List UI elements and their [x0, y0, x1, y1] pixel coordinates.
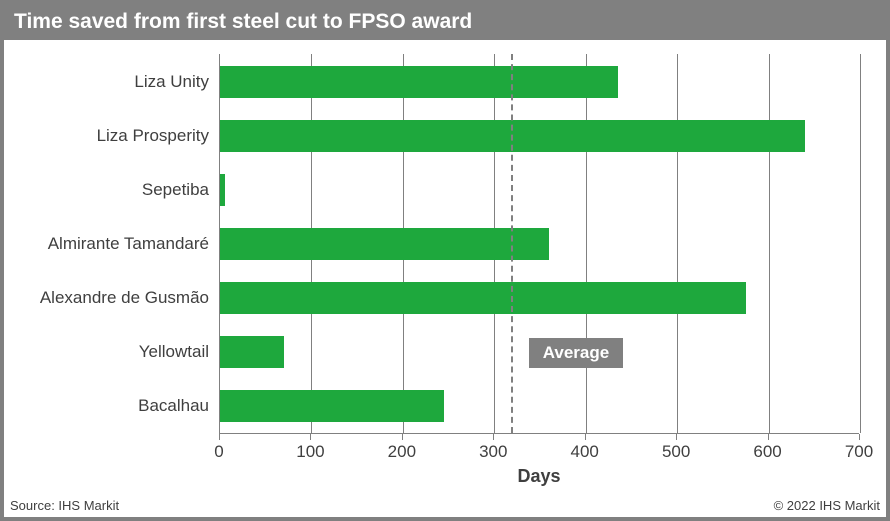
average-line [511, 54, 513, 433]
bar [220, 66, 618, 98]
x-tick-label: 400 [571, 442, 599, 462]
title-bar: Time saved from first steel cut to FPSO … [4, 4, 886, 40]
category-label: Yellowtail [4, 342, 209, 362]
bar [220, 390, 444, 422]
gridline [677, 54, 678, 433]
bar [220, 336, 284, 368]
x-tick-label: 600 [753, 442, 781, 462]
category-label: Almirante Tamandaré [4, 234, 209, 254]
footer-source: Source: IHS Markit [10, 498, 119, 513]
gridline [769, 54, 770, 433]
x-tick-label: 300 [479, 442, 507, 462]
x-tick-label: 200 [388, 442, 416, 462]
plot-area: Average [219, 54, 859, 434]
x-axis-title: Days [517, 466, 560, 487]
category-label: Sepetiba [4, 180, 209, 200]
x-tick [493, 434, 494, 440]
x-tick-label: 100 [296, 442, 324, 462]
x-tick-label: 500 [662, 442, 690, 462]
x-tick [585, 434, 586, 440]
x-tick-label: 700 [845, 442, 873, 462]
x-tick [859, 434, 860, 440]
average-badge: Average [529, 338, 623, 368]
category-label: Liza Unity [4, 72, 209, 92]
chart-title: Time saved from first steel cut to FPSO … [14, 10, 472, 34]
gridline [860, 54, 861, 433]
x-tick [768, 434, 769, 440]
x-tick [219, 434, 220, 440]
category-label: Liza Prosperity [4, 126, 209, 146]
x-tick [310, 434, 311, 440]
footer-copyright: © 2022 IHS Markit [774, 498, 880, 513]
x-tick [402, 434, 403, 440]
bar [220, 282, 746, 314]
chart-frame: Time saved from first steel cut to FPSO … [0, 0, 890, 521]
gridline [586, 54, 587, 433]
bar [220, 174, 225, 206]
x-tick [676, 434, 677, 440]
category-label: Bacalhau [4, 396, 209, 416]
x-tick-label: 0 [214, 442, 223, 462]
bar [220, 228, 549, 260]
category-label: Alexandre de Gusmão [4, 288, 209, 308]
